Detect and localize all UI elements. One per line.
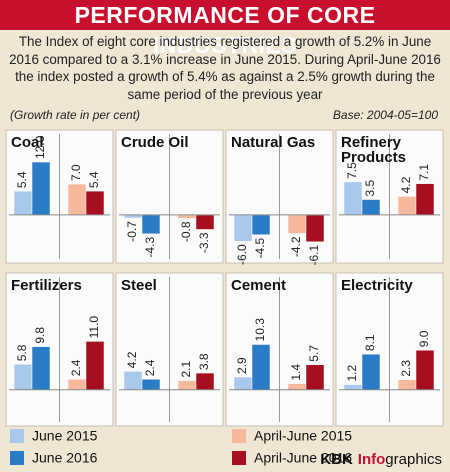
legend-label: June 2015 (32, 428, 98, 444)
bar (31, 346, 51, 391)
credit-brand: KBK (320, 451, 353, 468)
units-note: (Growth rate in per cent) (10, 108, 141, 122)
bar (31, 161, 51, 216)
value-label: -0.7 (125, 221, 139, 242)
panel-title: Cement (231, 277, 287, 294)
bar (251, 344, 271, 391)
bar (85, 190, 105, 216)
bar (141, 214, 161, 235)
value-label: 5.7 (307, 345, 321, 362)
legend-label: April-June 2015 (254, 428, 352, 444)
value-label: 8.1 (363, 334, 377, 351)
panel-title: Electricity (341, 277, 413, 294)
value-label: -4.2 (289, 236, 303, 257)
panel-title: Coal (11, 134, 44, 151)
bar (343, 384, 363, 391)
value-label: 12.0 (33, 135, 47, 159)
credit: KBK Infographics (320, 451, 442, 468)
bar (177, 214, 197, 219)
bar (361, 353, 381, 391)
bar (67, 378, 87, 391)
value-label: 7.0 (69, 164, 83, 181)
summary-text: The Index of eight core industries regis… (9, 34, 441, 102)
value-label: 1.2 (345, 365, 359, 382)
bar (195, 372, 215, 391)
value-label: 3.5 (363, 179, 377, 196)
legend-swatch (10, 429, 24, 443)
value-label: 2.4 (143, 359, 157, 376)
bar (415, 349, 435, 391)
value-label: 5.4 (87, 171, 101, 188)
bar (287, 214, 307, 234)
bar (233, 214, 253, 242)
panel-title: Fertilizers (11, 277, 82, 294)
bar (195, 214, 215, 230)
value-label: -6.0 (235, 244, 249, 265)
panel-title: Steel (121, 277, 157, 294)
value-label: 4.2 (399, 176, 413, 193)
value-label: 2.4 (69, 359, 83, 376)
value-label: -6.1 (307, 244, 321, 265)
value-label: 10.3 (253, 318, 267, 342)
bar (361, 199, 381, 216)
value-label: 3.8 (197, 353, 211, 370)
value-label: 7.1 (417, 164, 431, 181)
legend-swatch (232, 451, 246, 465)
bar (287, 383, 307, 391)
value-label: 2.1 (179, 361, 193, 378)
value-label: 4.2 (125, 351, 139, 368)
bar (13, 364, 33, 391)
bar (85, 341, 105, 391)
value-label: -0.8 (179, 221, 193, 242)
bar (123, 371, 143, 391)
value-label: 2.3 (399, 360, 413, 377)
bar (177, 380, 197, 391)
bar (397, 379, 417, 391)
page-title: PERFORMANCE OF CORE INDUSTRIES (0, 0, 450, 58)
value-label: 1.4 (289, 364, 303, 381)
bar (251, 214, 271, 236)
legend-label: April-June 2016 (254, 450, 352, 466)
value-label: 5.4 (15, 171, 29, 188)
bar (67, 183, 87, 216)
bar (305, 214, 325, 243)
credit-info: Info (358, 451, 386, 468)
value-label: -4.3 (143, 237, 157, 258)
value-label: 9.8 (33, 327, 47, 344)
credit-graphics: graphics (385, 451, 442, 468)
panel-title: Crude Oil (121, 134, 189, 151)
legend-swatch (10, 451, 24, 465)
panel-title: Natural Gas (231, 134, 316, 151)
value-label: 9.0 (417, 330, 431, 347)
base-note: Base: 2004-05=100 (332, 108, 438, 122)
value-label: -4.5 (253, 237, 267, 258)
bar (13, 190, 33, 216)
legend-label: June 2016 (32, 450, 98, 466)
bar (305, 364, 325, 391)
bar (343, 181, 363, 216)
bar (141, 378, 161, 391)
bar (233, 376, 253, 391)
value-label: 2.9 (235, 357, 249, 374)
panel-title: Refinery Products (341, 134, 407, 166)
value-label: 5.8 (15, 344, 29, 361)
value-label: 11.0 (87, 316, 101, 339)
legend-swatch (232, 429, 246, 443)
value-label: -3.3 (197, 232, 211, 253)
value-label: 7.5 (345, 162, 359, 179)
bar (415, 183, 435, 216)
bar (397, 196, 417, 216)
